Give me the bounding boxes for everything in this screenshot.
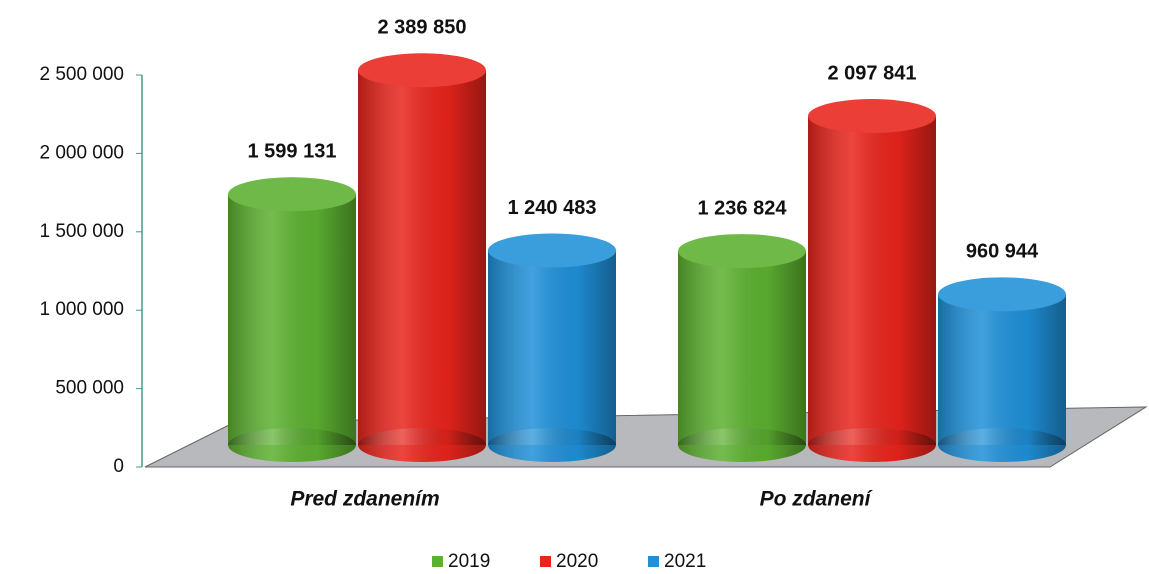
cylinder-shade xyxy=(808,116,936,445)
cylinder-top-light xyxy=(938,277,1066,312)
cylinder xyxy=(358,53,486,462)
cylinder-shade xyxy=(488,250,616,445)
value-label: 960 944 xyxy=(966,241,1039,263)
y-tick-label: 0 xyxy=(113,456,124,477)
cylinder-top xyxy=(938,277,1066,312)
x-tick-label: Po zdanení xyxy=(760,488,874,511)
cylinder-top xyxy=(808,99,936,134)
cylinder-top xyxy=(678,234,806,269)
x-tick-label: Pred zdanením xyxy=(290,488,439,511)
cylinder-top-light xyxy=(678,234,806,269)
y-tick-label: 1 500 000 xyxy=(39,221,124,242)
legend-swatch xyxy=(648,556,659,567)
legend-label: 2021 xyxy=(664,551,706,572)
cylinder xyxy=(808,99,936,462)
legend-label: 2019 xyxy=(448,551,490,572)
cylinder xyxy=(228,177,356,462)
cylinder-top-light xyxy=(228,177,356,212)
cylinder-top-light xyxy=(358,53,486,88)
cylinder xyxy=(488,233,616,462)
cylinder-top-light xyxy=(808,99,936,134)
cylinder-top xyxy=(358,53,486,88)
y-tick-label: 1 000 000 xyxy=(39,299,124,320)
value-label: 1 236 824 xyxy=(698,197,788,219)
cylinder-shade xyxy=(678,251,806,445)
cylinder-shade xyxy=(358,70,486,446)
cylinder-top xyxy=(228,177,356,212)
value-label: 2 389 850 xyxy=(378,17,467,39)
cylinder-top xyxy=(488,233,616,268)
legend-label: 2020 xyxy=(556,551,598,572)
y-tick-label: 500 000 xyxy=(55,378,124,399)
value-label: 2 097 841 xyxy=(828,62,917,84)
value-label: 1 599 131 xyxy=(248,141,337,163)
y-tick-label: 2 500 000 xyxy=(39,64,124,85)
cylinder xyxy=(938,277,1066,462)
y-tick-label: 2 000 000 xyxy=(39,142,124,163)
legend-swatch xyxy=(540,556,551,567)
value-label: 1 240 483 xyxy=(508,197,597,219)
cylinder-shade xyxy=(938,294,1066,445)
cylinder-top-light xyxy=(488,233,616,268)
legend-swatch xyxy=(432,556,443,567)
cylinder-shade xyxy=(228,194,356,445)
cylinder xyxy=(678,234,806,462)
